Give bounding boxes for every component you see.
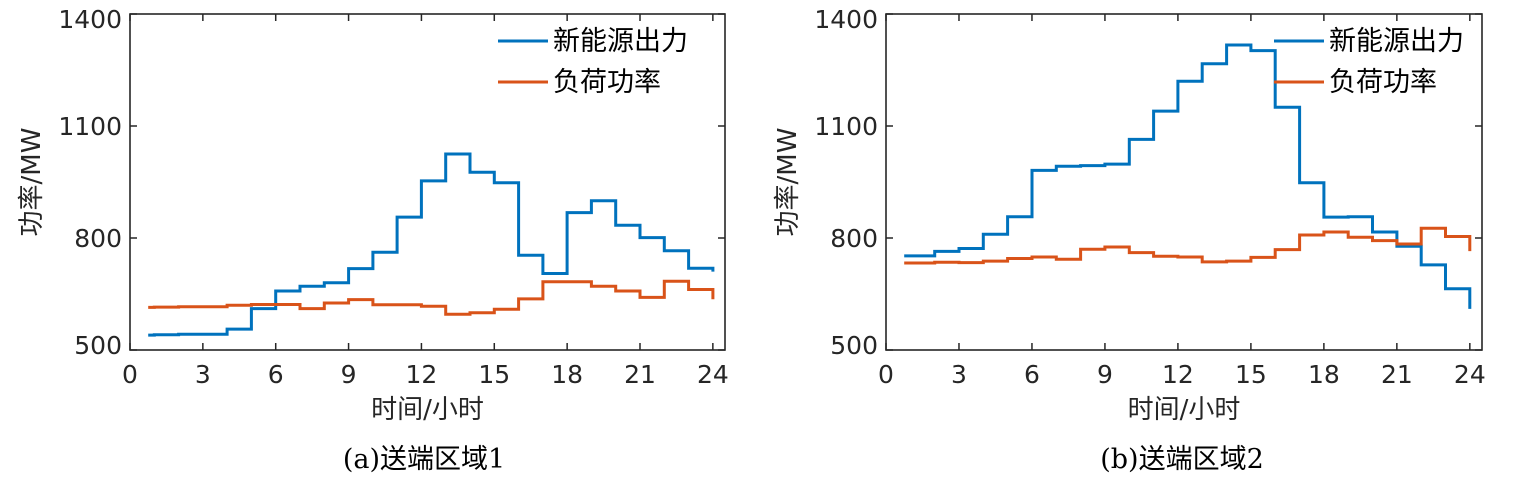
x-tick-label: 3: [195, 360, 211, 389]
x-tick-label: 18: [551, 360, 583, 389]
x-tick-label: 21: [1381, 360, 1413, 389]
x-tick-label: 6: [1024, 360, 1040, 389]
y-axis-label: 功率/MW: [773, 128, 803, 237]
x-tick-label: 15: [478, 360, 510, 389]
y-tick-label: 500: [74, 331, 122, 360]
series-line-renewable-output: [904, 43, 1472, 309]
y-axis-label: 功率/MW: [17, 128, 47, 237]
legend-label-renewable: 新能源出力: [553, 26, 688, 57]
x-tick-label: 21: [624, 360, 656, 389]
series-line-load-power: [904, 226, 1472, 265]
y-tick-label: 1400: [814, 5, 878, 34]
x-tick-label: 0: [122, 360, 138, 389]
y-tick-label: 500: [830, 331, 878, 360]
legend-label-load: 负荷功率: [1329, 67, 1437, 98]
x-tick-label: 18: [1308, 360, 1340, 389]
x-axis-label: 时间/小时: [1128, 395, 1241, 425]
x-tick-label: 3: [951, 360, 967, 389]
chart-panel-2: 0 3 6 9 12 15 18 21 24 500 800 1100 1400 时间/小时 功率/MW (b…: [773, 5, 1486, 475]
y-tick-label: 1100: [58, 112, 122, 141]
plot-frame: [129, 13, 726, 351]
y-tick-label: 1100: [814, 112, 878, 141]
plot-frame: [885, 13, 1483, 351]
panel-caption: (b)送端区域2: [1100, 444, 1264, 475]
x-tick-label: 15: [1235, 360, 1267, 389]
x-tick-label: 9: [1097, 360, 1113, 389]
x-tick-label: 6: [268, 360, 284, 389]
x-tick-label: 12: [1162, 360, 1194, 389]
y-tick-label: 800: [74, 224, 122, 253]
x-tick-label: 24: [697, 360, 729, 389]
x-tick-label: 24: [1454, 360, 1486, 389]
x-axis-label: 时间/小时: [371, 395, 484, 425]
x-tick-label: 0: [878, 360, 894, 389]
legend-label-load: 负荷功率: [553, 67, 661, 98]
y-tick-label: 1400: [58, 5, 122, 34]
series-line-load-power: [148, 279, 715, 316]
series-line-renewable-output: [148, 152, 715, 337]
panel-caption: (a)送端区域1: [343, 444, 505, 475]
x-tick-label: 12: [406, 360, 438, 389]
legend-label-renewable: 新能源出力: [1329, 26, 1464, 57]
x-tick-label: 9: [341, 360, 357, 389]
chart-panel-1: 0 3 6 9 12 15 18 21 24 500 800 1100 1400 时间/小时 功率/MW (a…: [17, 5, 729, 475]
y-tick-label: 800: [830, 224, 878, 253]
